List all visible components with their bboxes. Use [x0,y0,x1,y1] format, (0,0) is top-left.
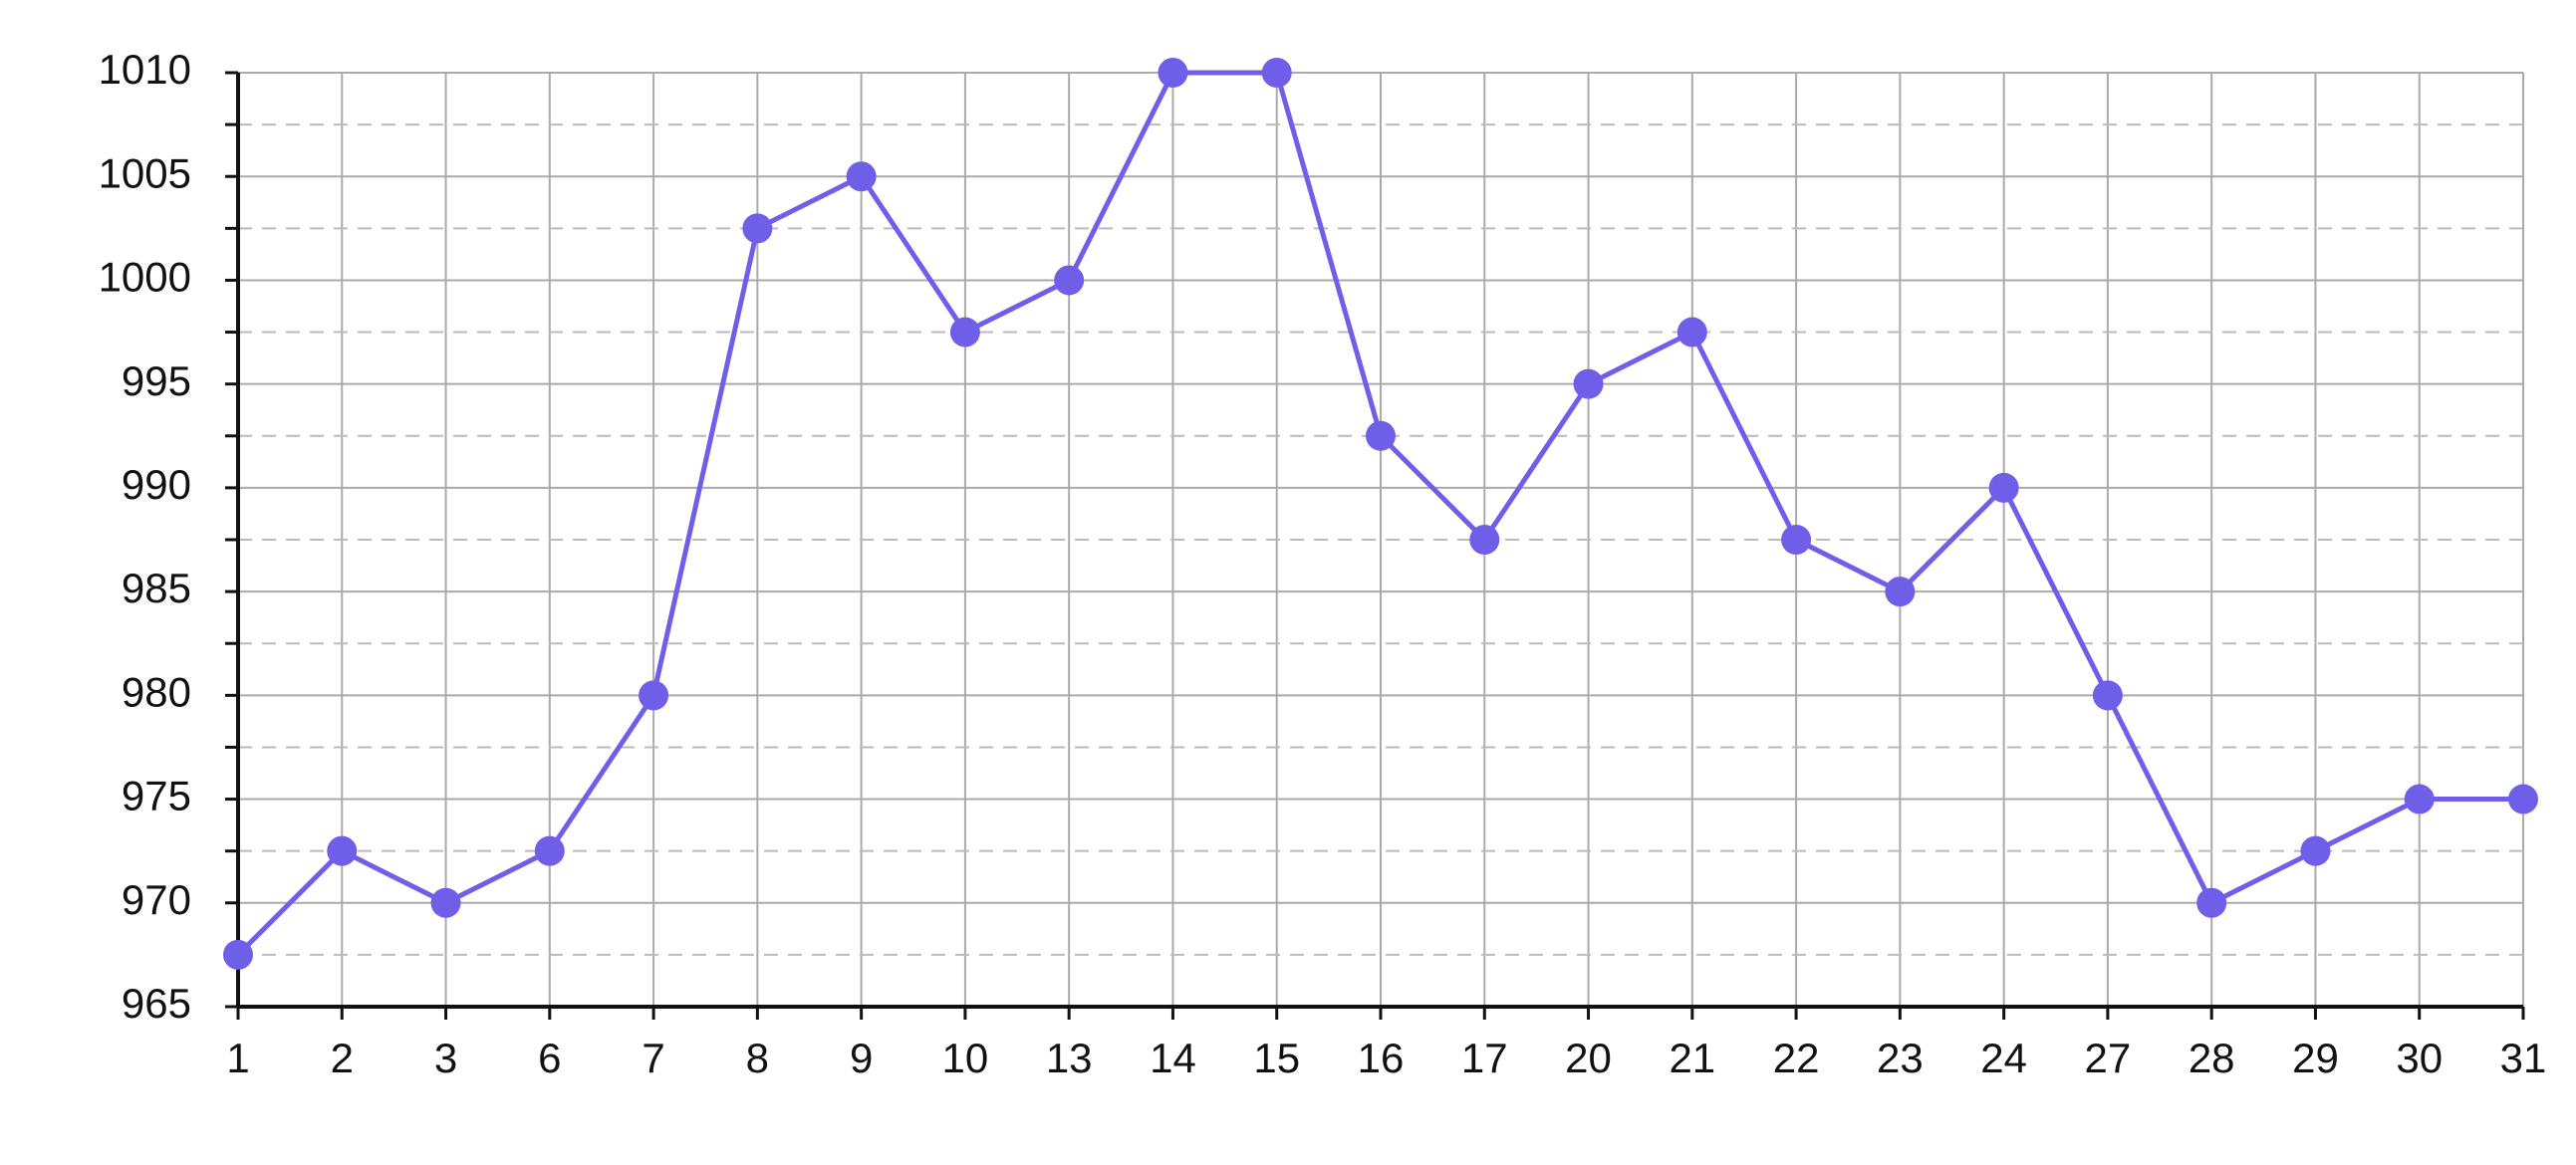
x-tick-label: 8 [746,1035,769,1081]
x-tick-label: 3 [434,1035,457,1081]
y-tick-label: 1000 [99,254,191,301]
x-tick-label: 24 [1980,1035,2027,1081]
x-tick-label: 1 [226,1035,249,1081]
point [223,939,253,970]
point [534,835,565,866]
point [639,680,669,711]
x-tick-label: 27 [2085,1035,2132,1081]
point [1469,525,1500,555]
point [1158,58,1188,88]
point [1261,58,1292,88]
x-tick-label: 9 [850,1035,873,1081]
point [1366,420,1396,451]
x-tick-label: 13 [1046,1035,1093,1081]
point [742,213,773,244]
x-tick-label: 10 [942,1035,989,1081]
point [430,887,461,918]
point [327,835,358,866]
x-tick-label: 14 [1150,1035,1196,1081]
point [1988,472,2019,503]
point [2508,784,2538,815]
y-tick-label: 970 [122,876,191,923]
x-tick-label: 7 [642,1035,664,1081]
point [2092,680,2123,711]
y-tick-label: 965 [122,980,191,1027]
y-tick-label: 980 [122,668,191,715]
point [1676,317,1707,348]
x-tick-label: 16 [1358,1035,1405,1081]
point [1054,265,1085,296]
x-tick-label: 2 [331,1035,354,1081]
x-tick-label: 31 [2500,1035,2547,1081]
x-tick-label: 15 [1253,1035,1300,1081]
point [1885,577,1916,607]
y-tick-label: 1010 [99,46,191,93]
x-tick-label: 22 [1773,1035,1820,1081]
point [1781,525,1812,555]
x-tick-label: 21 [1669,1035,1715,1081]
point [949,317,980,348]
y-tick-label: 1005 [99,149,191,196]
x-tick-label: 28 [2189,1035,2235,1081]
x-tick-label: 23 [1877,1035,1924,1081]
x-tick-label: 17 [1461,1035,1508,1081]
point [2300,835,2331,866]
x-tick-label: 6 [538,1035,561,1081]
point [2404,784,2435,815]
x-tick-label: 29 [2292,1035,2339,1081]
y-tick-label: 985 [122,565,191,611]
x-tick-label: 20 [1565,1035,1612,1081]
point [846,161,877,192]
y-tick-label: 990 [122,461,191,508]
point [1573,368,1604,399]
point [2196,887,2227,918]
y-tick-label: 995 [122,357,191,404]
x-tick-label: 30 [2396,1035,2443,1081]
y-tick-label: 975 [122,773,191,819]
